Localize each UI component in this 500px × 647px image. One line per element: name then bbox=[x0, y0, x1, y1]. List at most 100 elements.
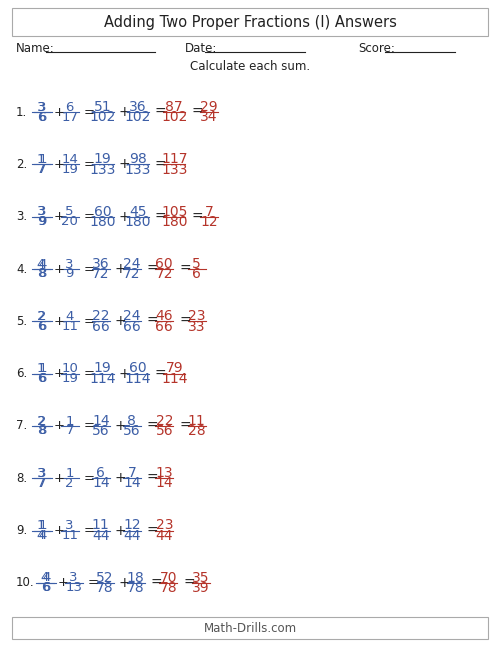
Text: 22: 22 bbox=[156, 413, 173, 428]
Text: 8: 8 bbox=[37, 267, 45, 281]
Text: 6: 6 bbox=[38, 372, 46, 385]
Text: 114: 114 bbox=[124, 372, 151, 386]
Text: =: = bbox=[155, 210, 166, 224]
Text: 180: 180 bbox=[161, 215, 188, 229]
Text: Score:: Score: bbox=[358, 41, 395, 54]
Text: 4: 4 bbox=[37, 529, 45, 542]
Text: Name:: Name: bbox=[16, 41, 55, 54]
Text: 102: 102 bbox=[161, 111, 188, 124]
Text: 66: 66 bbox=[156, 320, 173, 334]
Text: 133: 133 bbox=[161, 162, 188, 177]
Text: 4: 4 bbox=[38, 529, 46, 542]
Text: 8: 8 bbox=[37, 424, 45, 437]
Text: 14: 14 bbox=[92, 413, 110, 428]
Text: 28: 28 bbox=[188, 424, 206, 438]
Text: +: + bbox=[119, 210, 130, 224]
Text: 19: 19 bbox=[94, 152, 112, 166]
Text: 4: 4 bbox=[38, 258, 46, 270]
Text: +: + bbox=[119, 367, 130, 380]
Text: 114: 114 bbox=[90, 372, 116, 386]
Text: +: + bbox=[54, 105, 65, 118]
FancyBboxPatch shape bbox=[12, 617, 488, 639]
Text: 7: 7 bbox=[38, 163, 47, 176]
FancyBboxPatch shape bbox=[12, 8, 488, 36]
Text: 3.: 3. bbox=[16, 210, 27, 223]
Text: 2: 2 bbox=[38, 415, 47, 428]
Text: =: = bbox=[84, 419, 94, 432]
Text: 19: 19 bbox=[94, 362, 112, 375]
Text: 36: 36 bbox=[129, 100, 146, 114]
Text: 1.: 1. bbox=[16, 105, 27, 118]
Text: 56: 56 bbox=[92, 424, 110, 438]
Text: 6: 6 bbox=[37, 372, 45, 385]
Text: =: = bbox=[155, 105, 166, 119]
Text: 1: 1 bbox=[37, 153, 45, 166]
Text: 6: 6 bbox=[42, 581, 50, 595]
Text: 11: 11 bbox=[61, 529, 78, 542]
Text: 35: 35 bbox=[192, 571, 210, 585]
Text: 114: 114 bbox=[161, 372, 188, 386]
Text: 6: 6 bbox=[38, 320, 46, 333]
Text: 7: 7 bbox=[204, 204, 213, 219]
Text: 102: 102 bbox=[124, 111, 151, 124]
Text: 98: 98 bbox=[129, 152, 146, 166]
Text: =: = bbox=[155, 157, 166, 171]
Text: 9.: 9. bbox=[16, 524, 27, 537]
Text: 4: 4 bbox=[41, 571, 49, 584]
Text: 3: 3 bbox=[38, 101, 47, 114]
Text: Math-Drills.com: Math-Drills.com bbox=[204, 622, 296, 635]
Text: 66: 66 bbox=[92, 320, 110, 334]
Text: 60: 60 bbox=[94, 204, 112, 219]
Text: 133: 133 bbox=[124, 162, 151, 177]
Text: =: = bbox=[88, 576, 99, 589]
Text: 3: 3 bbox=[37, 466, 45, 480]
Text: 5.: 5. bbox=[16, 315, 27, 328]
Text: 18: 18 bbox=[127, 571, 144, 585]
Text: =: = bbox=[180, 419, 191, 433]
Text: 180: 180 bbox=[124, 215, 151, 229]
Text: 7: 7 bbox=[37, 163, 45, 176]
Text: 66: 66 bbox=[123, 320, 140, 334]
Text: =: = bbox=[84, 472, 94, 485]
Text: 46: 46 bbox=[156, 309, 173, 323]
Text: 7: 7 bbox=[66, 424, 74, 437]
Text: 56: 56 bbox=[156, 424, 173, 438]
Text: 78: 78 bbox=[96, 581, 114, 595]
Text: 44: 44 bbox=[156, 529, 173, 543]
Text: +: + bbox=[54, 524, 65, 537]
Text: 6: 6 bbox=[96, 466, 105, 480]
Text: 22: 22 bbox=[92, 309, 110, 323]
Text: 10.: 10. bbox=[16, 576, 34, 589]
Text: 13: 13 bbox=[156, 466, 173, 480]
Text: 39: 39 bbox=[192, 581, 210, 595]
Text: =: = bbox=[147, 314, 158, 328]
Text: 4: 4 bbox=[66, 310, 74, 323]
Text: +: + bbox=[119, 576, 130, 590]
Text: 6: 6 bbox=[66, 101, 74, 114]
Text: 6: 6 bbox=[38, 111, 46, 124]
Text: 87: 87 bbox=[166, 100, 183, 114]
Text: 17: 17 bbox=[61, 111, 78, 124]
Text: =: = bbox=[151, 576, 162, 590]
Text: 5: 5 bbox=[66, 205, 74, 218]
Text: =: = bbox=[84, 263, 94, 276]
Text: 8.: 8. bbox=[16, 472, 27, 485]
Text: 3: 3 bbox=[37, 101, 45, 114]
Text: =: = bbox=[84, 158, 94, 171]
Text: 7: 7 bbox=[128, 466, 136, 480]
Text: =: = bbox=[192, 210, 203, 224]
Text: 1: 1 bbox=[37, 362, 45, 375]
Text: +: + bbox=[58, 576, 69, 589]
Text: 1: 1 bbox=[66, 466, 74, 480]
Text: +: + bbox=[54, 263, 65, 276]
Text: =: = bbox=[147, 471, 158, 485]
Text: +: + bbox=[115, 314, 126, 328]
Text: 1: 1 bbox=[38, 519, 47, 532]
Text: 180: 180 bbox=[90, 215, 116, 229]
Text: +: + bbox=[54, 210, 65, 223]
Text: 2: 2 bbox=[37, 415, 45, 428]
Text: 11: 11 bbox=[188, 413, 206, 428]
Text: 105: 105 bbox=[161, 204, 188, 219]
Text: 9: 9 bbox=[66, 267, 74, 281]
Text: 12: 12 bbox=[123, 518, 140, 532]
